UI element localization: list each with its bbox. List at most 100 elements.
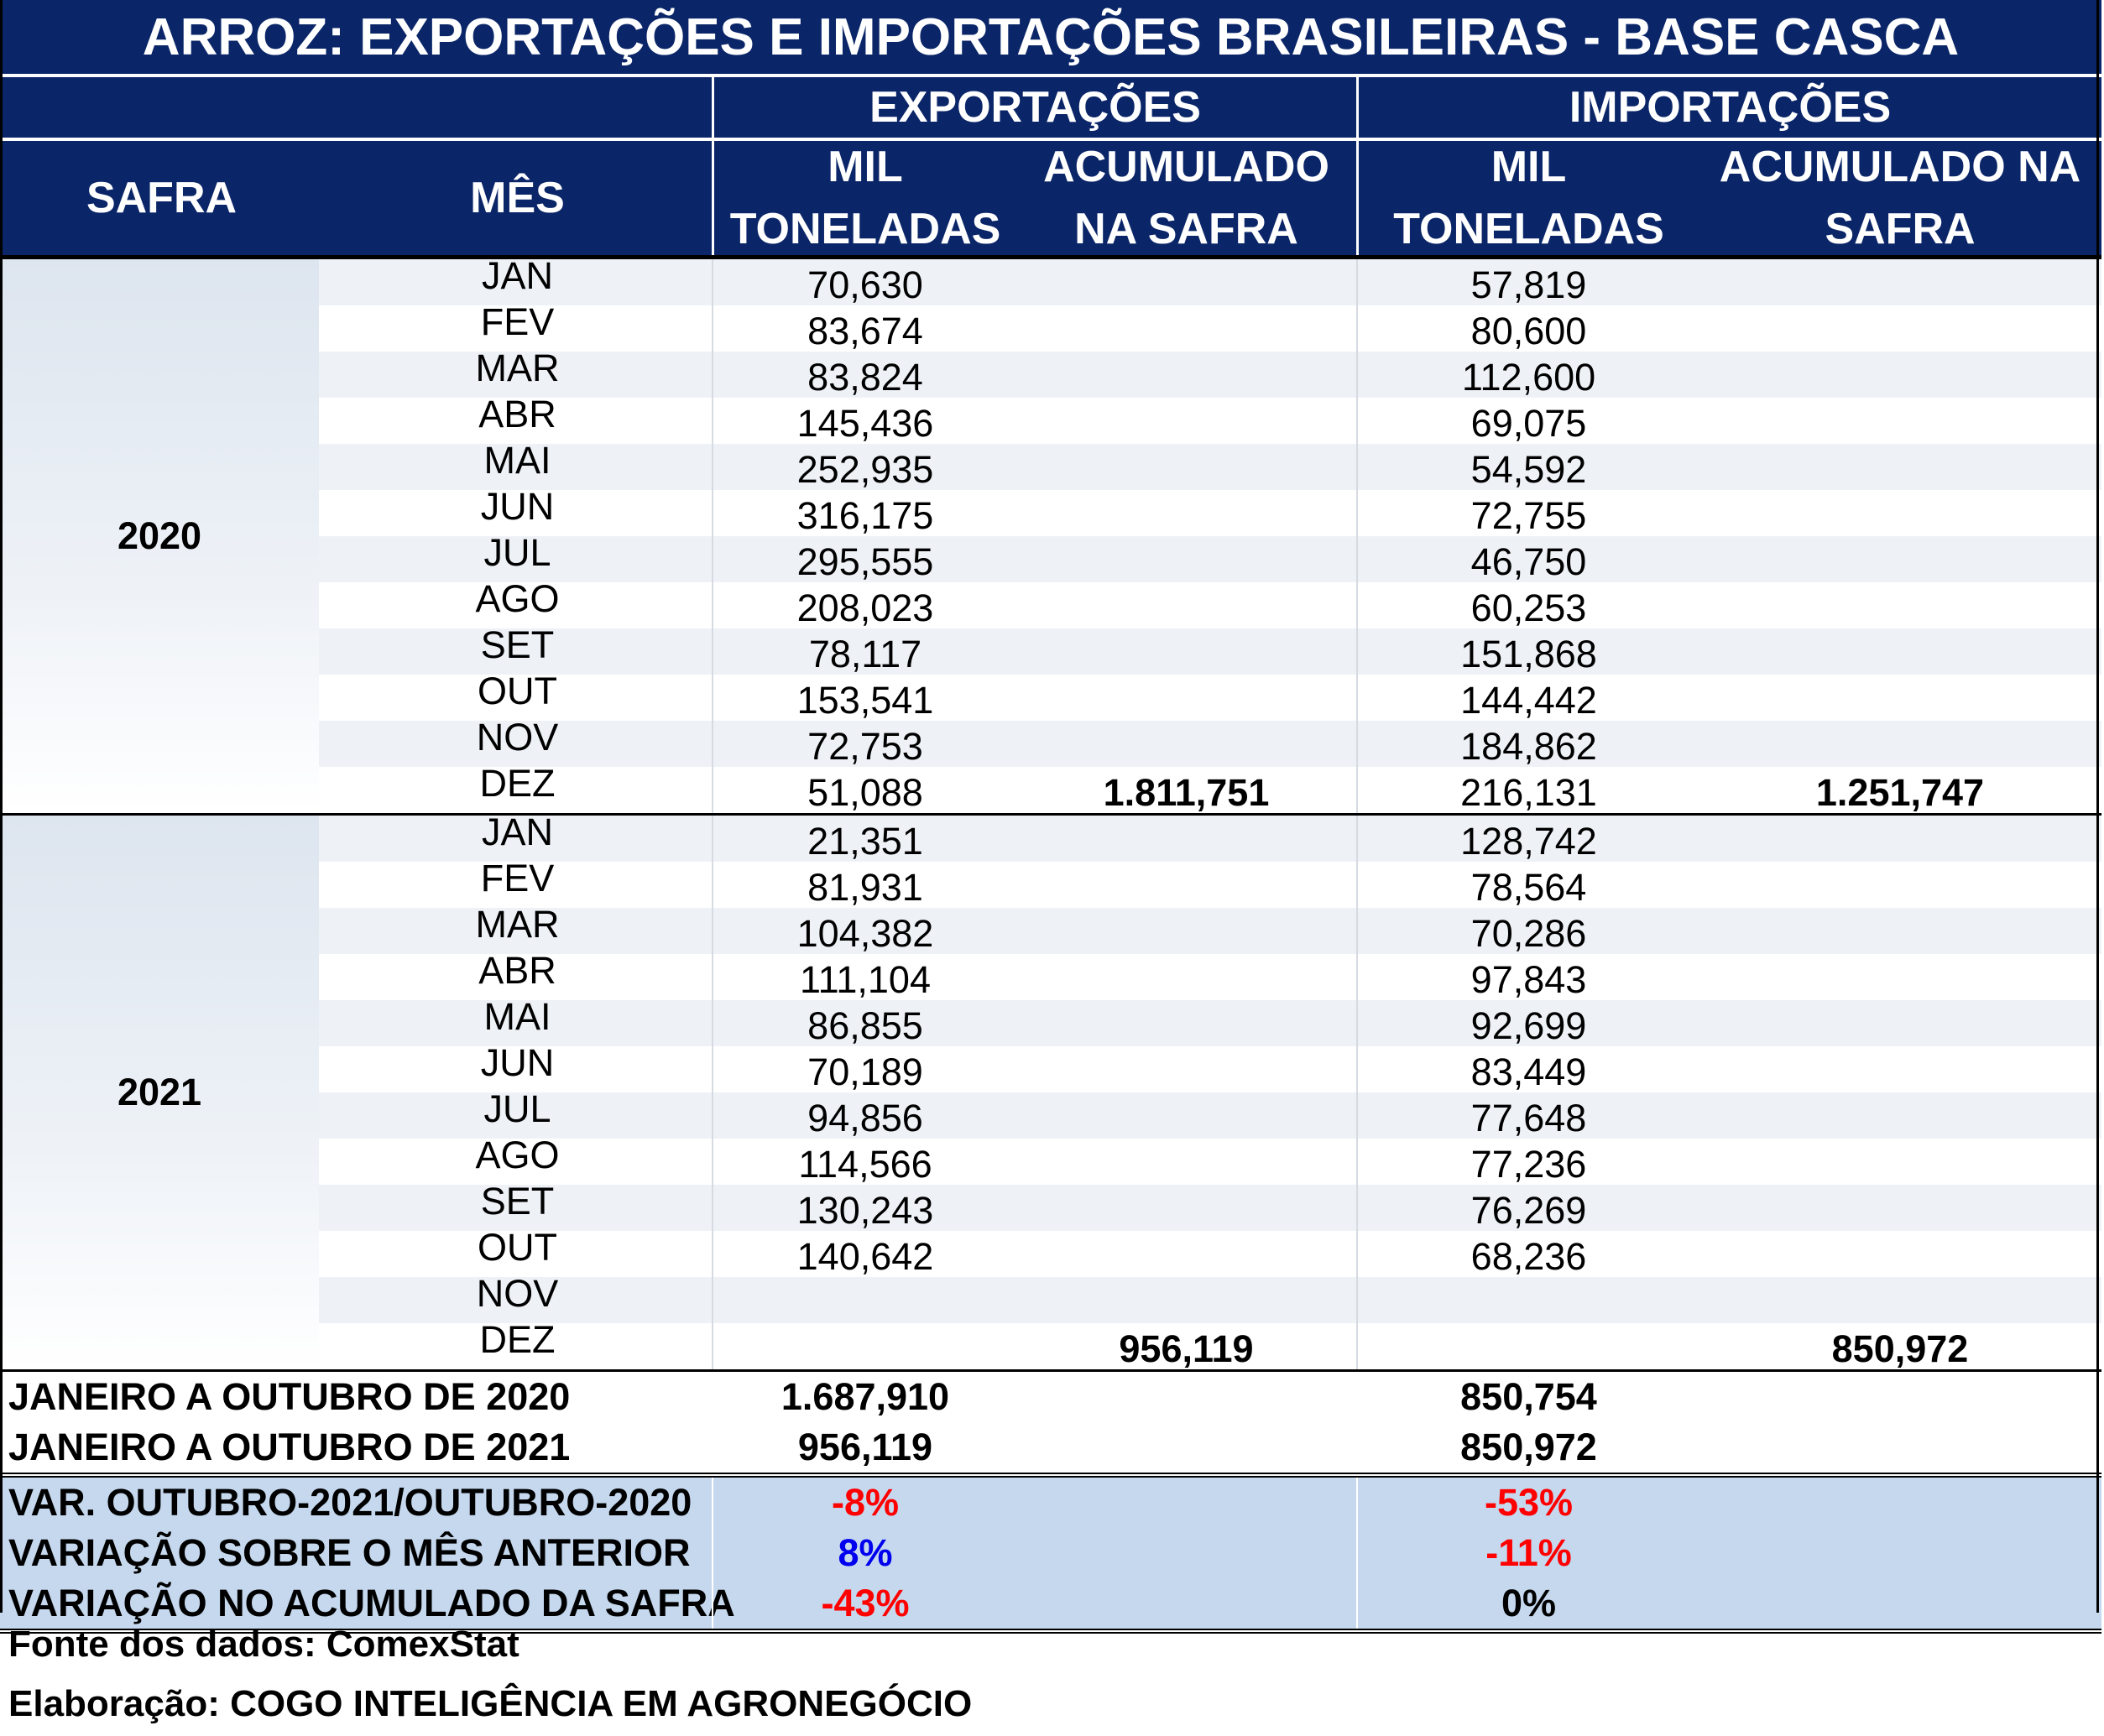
cell-exp-acum [1016,722,1356,769]
cell-imp-acum [1699,676,2101,722]
header-separator [0,138,2101,141]
column-divider [712,675,713,721]
column-divider [1356,1092,1358,1139]
cell-imp: 60,253 [1470,586,1587,629]
cell-exp: 81,931 [807,866,923,909]
column-divider [712,444,713,490]
header-exp-acum-line2: NA SAFRA [1074,205,1298,253]
cell-mes: JUN [480,1041,555,1084]
table-row: JUN 70,189 83,449 [0,1041,2101,1093]
table-row: OUT 140,642 68,236 [0,1226,2101,1279]
table-row: AGO 208,023 60,253 [0,577,2101,630]
cell-imp-acum [1699,1233,2101,1279]
header-exportacoes-label: EXPORTAÇÕES [869,83,1201,132]
row-stripe [319,398,2101,444]
cell-mes: FEV [480,857,555,899]
cell-imp-acum [1699,863,2101,910]
row-stripe [319,1092,2101,1139]
table-row: MAR 104,382 70,286 [0,903,2101,955]
cell-mes: ABR [478,393,556,435]
row-stripe [319,1323,2101,1369]
cell-mes: SET [480,1180,555,1222]
cell-imp: 151,868 [1460,633,1597,675]
summary-label: JANEIRO A OUTUBRO DE 2021 [8,1426,571,1468]
cell-mes: ABR [478,949,556,992]
cell-imp: 77,648 [1470,1097,1587,1139]
column-divider [712,398,713,444]
cell-mes: AGO [475,1134,560,1176]
column-divider [1356,1277,1358,1323]
cell-exp-acum [1016,446,1356,492]
cell-imp-acum [1699,492,2101,538]
column-divider [712,582,713,628]
cell-exp: 70,630 [807,263,923,306]
cell-mes: AGO [475,577,560,620]
column-divider [1356,1046,1358,1092]
column-divider [712,1231,713,1277]
column-divider [1356,1323,1358,1369]
cell-imp-acum [1699,261,2101,307]
cell-exp: 86,855 [807,1004,923,1047]
header-blank-group [0,77,712,138]
header-separator [0,74,2101,77]
variation-label: VAR. OUTUBRO-2021/OUTUBRO-2020 [8,1481,692,1524]
cell-mes: DEZ [479,1318,556,1361]
cell-imp-acum [1699,446,2101,492]
row-stripe [319,259,2101,305]
cell-exp-acum [1016,1002,1356,1048]
table-row: ABR 145,436 69,075 [0,393,2101,445]
summary-imp-value: 850,972 [1460,1426,1597,1468]
row-stripe [319,1185,2101,1231]
table-row: FEV 81,931 78,564 [0,857,2101,910]
header-safra: SAFRA [0,141,323,255]
variation-background [0,1478,2101,1629]
safra-year-cell: 2020 [0,259,319,813]
cell-imp: 54,592 [1470,448,1587,491]
cell-imp-acum [1699,722,2101,769]
header-exp-acum-line1: ACUMULADO [1043,143,1329,191]
variation-row: VARIAÇÃO SOBRE O MÊS ANTERIOR 8% -11% [0,1528,2101,1578]
footer-credit: Elaboração: COGO INTELIGÊNCIA EM AGRONEG… [8,1683,973,1724]
row-stripe [319,352,2101,398]
cell-imp: 68,236 [1470,1235,1587,1278]
header-exp-mil-line2: TONELADAS [729,205,1001,253]
row-stripe [319,305,2101,352]
cell-imp-acum [1699,1140,2101,1186]
header-imp-mil-toneladas: MIL TONELADAS [1359,141,1699,255]
cell-imp-acum [1699,1186,2101,1233]
header-exp-acumulado: ACUMULADO NA SAFRA [1016,141,1356,255]
header-importacoes-label: IMPORTAÇÕES [1569,83,1892,132]
cell-imp: 83,449 [1470,1050,1587,1093]
cell-mes: MAI [483,995,551,1038]
cell-imp-acum [1699,1279,2101,1325]
header-divider [1356,77,1359,255]
cell-exp: 114,566 [798,1143,932,1186]
cell-imp: 80,600 [1470,310,1587,352]
cell-imp-acum [1699,956,2101,1002]
cell-imp: 78,564 [1470,866,1587,909]
summary-bottom-rule [0,1473,2101,1478]
cell-mes: MAI [483,439,551,482]
header-exp-mil-toneladas: MIL TONELADAS [714,141,1016,255]
variation-label: VARIAÇÃO NO ACUMULADO DA SAFRA [8,1582,735,1624]
header-divider [712,77,714,255]
column-divider [1356,1185,1358,1231]
cell-exp: 83,674 [807,310,923,352]
cell-mes: SET [480,623,555,666]
cell-imp-acum [1699,307,2101,353]
cell-exp-acum [1016,956,1356,1002]
column-divider [1356,582,1358,628]
cell-exp-acum [1016,492,1356,538]
column-divider [1356,352,1358,398]
header-bottom-rule [0,255,2101,259]
column-divider [1356,1231,1358,1277]
summary-exp-value: 1.687,910 [781,1375,950,1418]
cell-mes: JUL [483,1087,551,1130]
cell-exp-acum: 1.811,751 [1103,771,1270,814]
table-row: AGO 114,566 77,236 [0,1134,2101,1186]
column-divider [712,1185,713,1231]
cell-imp-acum [1699,584,2101,630]
cell-exp-acum [1016,630,1356,676]
cell-imp: 184,862 [1460,725,1597,768]
